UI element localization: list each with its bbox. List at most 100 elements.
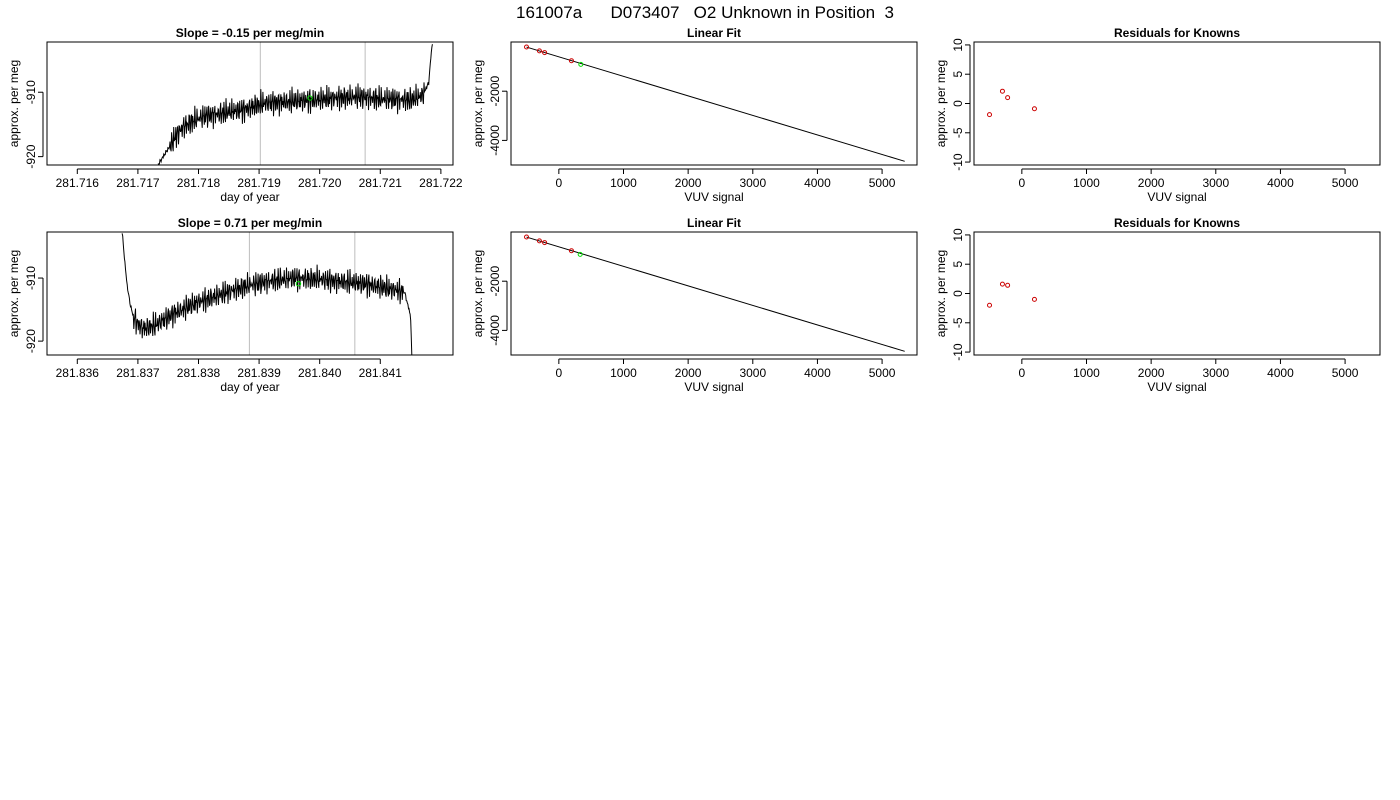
row1-residuals-plot-area	[987, 88, 1037, 118]
row1-linear-fit-y-tick-label-1: -2000	[488, 76, 502, 107]
row1-residuals-y-tick-label-4: -5	[951, 127, 965, 138]
row2-timeseries-x-axis-label: day of year	[220, 380, 279, 394]
row2-timeseries-y-axis-label: approx. per meg	[7, 250, 21, 337]
row1-timeseries-y-tick-label-1: -910	[24, 80, 38, 104]
row1-linear-fit-frame	[510, 41, 918, 166]
row2-timeseries-x-tick-label-1: 281.836	[56, 366, 100, 380]
row1-timeseries-frame	[46, 41, 454, 166]
row1-residuals-x-tick-label-6: 5000	[1332, 176, 1359, 190]
row1-linear-fit-knowns-point-2	[536, 48, 542, 54]
row2-residuals-residuals-point-4	[1031, 296, 1037, 302]
row1-residuals-residuals-point-1	[987, 112, 993, 118]
row2-linear-fit-y-tick-label-1: -2000	[488, 266, 502, 297]
row1-linear-fit-x-tick-label-1: 0	[555, 176, 562, 190]
row2-residuals-x-axis-label: VUV signal	[1147, 380, 1206, 394]
row2-timeseries-y-tick-label-2: -920	[24, 329, 38, 353]
row1-residuals-frame	[973, 41, 1381, 166]
row1-linear-fit-x-tick-label-3: 2000	[675, 176, 702, 190]
row2-residuals-frame	[973, 231, 1381, 356]
row2-timeseries-y-tick-label-1: -910	[24, 266, 38, 290]
row1-linear-fit-fit-line	[526, 46, 905, 162]
row2-timeseries-x-tick-label-2: 281.837	[116, 366, 160, 380]
page-title: 161007a D073407 O2 Unknown in Position 3	[516, 3, 894, 22]
row1-timeseries-x-axis-label: day of year	[220, 190, 279, 204]
row1-residuals-y-tick-label-2: 5	[951, 71, 965, 78]
row2-timeseries-plot-area	[121, 232, 413, 355]
row2-residuals-y-axis-label: approx. per meg	[934, 250, 948, 337]
row2-residuals-x-tick-label-3: 2000	[1138, 366, 1165, 380]
row2-linear-fit-knowns-point-4	[568, 248, 574, 254]
row1-timeseries-x-tick-label-5: 281.720	[298, 176, 342, 190]
row1-residuals-residuals-point-3	[1005, 95, 1011, 101]
row1-timeseries-plot-area	[157, 42, 433, 165]
row1-residuals-x-tick-label-3: 2000	[1138, 176, 1165, 190]
row1-residuals-x-tick-label-5: 4000	[1267, 176, 1294, 190]
row1-residuals-x-tick-label-4: 3000	[1202, 176, 1229, 190]
row1-linear-fit-y-axis-label: approx. per meg	[471, 60, 485, 147]
row1-linear-fit-x-tick-label-4: 3000	[739, 176, 766, 190]
row2-timeseries-title: Slope = 0.71 per meg/min	[178, 216, 322, 230]
row1-residuals-y-axis-label: approx. per meg	[934, 60, 948, 147]
row1-linear-fit-unknown-point-1	[578, 61, 584, 67]
row1-timeseries-title: Slope = -0.15 per meg/min	[176, 26, 324, 40]
row1-timeseries-y-tick-label-2: -920	[24, 144, 38, 168]
row2-timeseries-x-tick-label-6: 281.841	[359, 366, 403, 380]
row1-timeseries-signal-line	[157, 44, 433, 165]
row1-residuals-y-tick-label-5: -10	[951, 153, 965, 171]
row1-timeseries-unknown-point	[307, 95, 313, 101]
row1-linear-fit-knowns-point-4	[568, 58, 574, 64]
row1-residuals-y-tick-label-3: 0	[951, 100, 965, 107]
row2-linear-fit-x-tick-label-2: 1000	[610, 366, 637, 380]
row1-residuals-title: Residuals for Knowns	[1114, 26, 1240, 40]
row2-linear-fit-unknown-point-1	[577, 251, 583, 257]
row2-residuals-y-tick-label-3: 0	[951, 290, 965, 297]
panel-grid: Slope = -0.15 per meg/min 281.716 281.717 2…	[7, 26, 1381, 394]
row2-residuals-residuals-point-2	[999, 281, 1005, 287]
row1-linear-fit-knowns-point-1	[524, 44, 530, 50]
row2-timeseries-x-tick-label-5: 281.840	[298, 366, 342, 380]
row1-linear-fit-x-axis-label: VUV signal	[684, 190, 743, 204]
row1-timeseries-y-axis-label: approx. per meg	[7, 60, 21, 147]
row2-linear-fit-title: Linear Fit	[687, 216, 741, 230]
row2-linear-fit-x-tick-label-6: 5000	[869, 366, 896, 380]
row1-linear-fit-x-tick-label-5: 4000	[804, 176, 831, 190]
row2-linear-fit-x-axis-label: VUV signal	[684, 380, 743, 394]
row2-linear-fit-knowns-point-1	[524, 234, 530, 240]
row2-residuals-title: Residuals for Knowns	[1114, 216, 1240, 230]
row2-residuals-x-tick-label-5: 4000	[1267, 366, 1294, 380]
row2-timeseries-x-tick-label-3: 281.838	[177, 366, 221, 380]
row1-residuals-x-tick-label-1: 0	[1018, 176, 1025, 190]
row2-linear-fit-fit-line	[526, 236, 905, 352]
row2-linear-fit-x-tick-label-3: 2000	[675, 366, 702, 380]
row1-linear-fit-plot-area	[524, 44, 905, 162]
row1-residuals-residuals-point-2	[999, 88, 1005, 94]
row1-linear-fit-y-tick-label-2: -4000	[488, 125, 502, 156]
row1-linear-fit-x-tick-label-2: 1000	[610, 176, 637, 190]
row1-linear-fit-x-tick-label-6: 5000	[869, 176, 896, 190]
row2-residuals-y-tick-label-4: -5	[951, 317, 965, 328]
row1-timeseries-x-tick-label-3: 281.718	[177, 176, 221, 190]
row2-timeseries-unknown-point	[295, 281, 302, 287]
row2-linear-fit-knowns-point-2	[536, 238, 542, 244]
row2-residuals-x-tick-label-2: 1000	[1073, 366, 1100, 380]
row2-residuals-y-tick-label-2: 5	[951, 261, 965, 268]
row2-residuals-residuals-point-1	[987, 302, 993, 308]
panel-row2-timeseries: Slope = 0.71 per meg/min 281.836 281.837 28…	[7, 216, 454, 394]
row2-residuals-y-tick-label-1: 10	[951, 228, 965, 242]
row2-residuals-x-tick-label-4: 3000	[1202, 366, 1229, 380]
row1-residuals-residuals-point-4	[1031, 106, 1037, 112]
row1-residuals-x-tick-label-2: 1000	[1073, 176, 1100, 190]
row2-residuals-x-tick-label-1: 0	[1018, 366, 1025, 380]
panel-row1-residuals: Residuals for Knowns 0 1000 2000 3000 4000 500…	[934, 26, 1381, 204]
row1-timeseries-x-tick-label-1: 281.716	[56, 176, 100, 190]
row2-residuals-plot-area	[987, 281, 1037, 308]
row2-linear-fit-y-tick-label-2: -4000	[488, 315, 502, 346]
row1-timeseries-x-tick-label-4: 281.719	[237, 176, 281, 190]
panel-row2-linear-fit: Linear Fit 0 1000 2000 3000 4000 5000 VUV signa…	[471, 216, 918, 394]
row1-residuals-x-axis-label: VUV signal	[1147, 190, 1206, 204]
row2-timeseries-signal-line	[121, 233, 413, 355]
row2-timeseries-x-tick-label-4: 281.839	[237, 366, 281, 380]
row2-linear-fit-plot-area	[524, 234, 905, 352]
